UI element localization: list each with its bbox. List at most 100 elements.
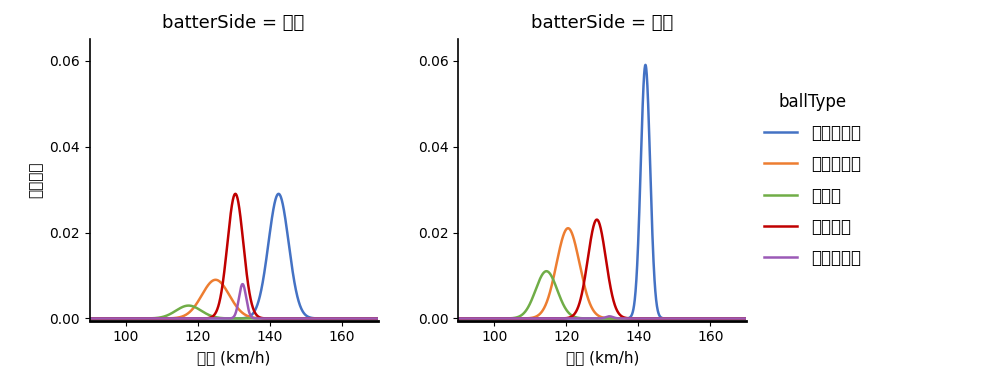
ツーシーム	[450, 316, 462, 321]
スライダー	[562, 226, 574, 231]
スライダー	[215, 280, 227, 285]
ツーシーム	[591, 316, 603, 321]
X-axis label: 球速 (km/h): 球速 (km/h)	[565, 350, 638, 365]
ストレート	[582, 316, 594, 321]
ツーシーム	[748, 316, 760, 321]
フォーク	[320, 316, 332, 321]
スライダー	[66, 316, 78, 321]
ストレート	[450, 316, 462, 321]
カーブ	[450, 316, 462, 321]
カーブ	[223, 316, 235, 321]
ストレート	[748, 316, 760, 321]
カーブ	[320, 316, 332, 321]
Legend: ストレート, スライダー, カーブ, フォーク, ツーシーム: ストレート, スライダー, カーブ, フォーク, ツーシーム	[756, 86, 867, 274]
ストレート	[390, 316, 402, 321]
フォーク	[380, 316, 392, 321]
スライダー	[450, 316, 462, 321]
ストレート	[748, 316, 760, 321]
スライダー	[380, 316, 392, 321]
Line: ツーシーム: ツーシーム	[439, 316, 763, 319]
カーブ	[390, 316, 402, 321]
ツーシーム	[320, 316, 332, 321]
Line: ツーシーム: ツーシーム	[72, 284, 396, 319]
フォーク	[83, 316, 94, 321]
ストレート	[639, 63, 651, 67]
カーブ	[83, 316, 94, 321]
フォーク	[66, 316, 78, 321]
Line: カーブ: カーブ	[439, 271, 763, 319]
スライダー	[748, 316, 760, 321]
カーブ	[540, 269, 552, 274]
ストレート	[380, 316, 392, 321]
ツーシーム	[757, 316, 769, 321]
ストレート	[380, 316, 392, 321]
フォーク	[689, 316, 701, 321]
カーブ	[748, 316, 760, 321]
Line: ストレート: ストレート	[72, 194, 396, 319]
スライダー	[380, 316, 392, 321]
カーブ	[689, 316, 701, 321]
カーブ	[591, 316, 603, 321]
Y-axis label: 確率密度: 確率密度	[29, 161, 44, 198]
Line: スライダー: スライダー	[439, 228, 763, 319]
カーブ	[380, 316, 392, 321]
ツーシーム	[380, 316, 392, 321]
ストレート	[320, 316, 332, 321]
スライダー	[83, 316, 94, 321]
フォーク	[450, 316, 462, 321]
フォーク	[591, 218, 603, 223]
スライダー	[223, 293, 235, 298]
スライダー	[320, 316, 332, 321]
ストレート	[591, 316, 603, 321]
カーブ	[433, 316, 445, 321]
ストレート	[433, 316, 445, 321]
カーブ	[582, 316, 594, 321]
ストレート	[215, 316, 227, 321]
Line: フォーク: フォーク	[72, 194, 396, 319]
カーブ	[215, 316, 227, 320]
ストレート	[272, 192, 284, 196]
Line: フォーク: フォーク	[439, 220, 763, 319]
Line: スライダー: スライダー	[72, 280, 396, 319]
Title: batterSide = 左打: batterSide = 左打	[531, 14, 673, 32]
カーブ	[183, 303, 195, 308]
フォーク	[215, 295, 227, 300]
ツーシーム	[689, 316, 701, 321]
ツーシーム	[215, 316, 227, 321]
スライダー	[433, 316, 445, 321]
ツーシーム	[390, 316, 402, 321]
X-axis label: 球速 (km/h): 球速 (km/h)	[197, 350, 270, 365]
カーブ	[66, 316, 78, 321]
ツーシーム	[748, 316, 760, 321]
フォーク	[748, 316, 760, 321]
ツーシーム	[582, 316, 594, 321]
フォーク	[590, 217, 602, 222]
カーブ	[757, 316, 769, 321]
フォーク	[390, 316, 402, 321]
スライダー	[748, 316, 760, 321]
ストレート	[757, 316, 769, 321]
スライダー	[689, 316, 701, 321]
Line: ストレート: ストレート	[439, 65, 763, 319]
ツーシーム	[433, 316, 445, 321]
フォーク	[582, 247, 594, 252]
ストレート	[66, 316, 78, 321]
Title: batterSide = 右打: batterSide = 右打	[162, 14, 304, 32]
フォーク	[230, 192, 242, 196]
カーブ	[748, 316, 760, 321]
ストレート	[689, 316, 701, 321]
ツーシーム	[603, 314, 615, 319]
スライダー	[210, 278, 222, 282]
スライダー	[582, 300, 594, 305]
ツーシーム	[223, 316, 235, 321]
ツーシーム	[380, 316, 392, 321]
スライダー	[591, 313, 603, 318]
Line: カーブ: カーブ	[72, 306, 396, 319]
フォーク	[433, 316, 445, 321]
カーブ	[380, 316, 392, 321]
フォーク	[223, 225, 235, 230]
ツーシーム	[83, 316, 94, 321]
フォーク	[380, 316, 392, 321]
ツーシーム	[66, 316, 78, 321]
スライダー	[757, 316, 769, 321]
